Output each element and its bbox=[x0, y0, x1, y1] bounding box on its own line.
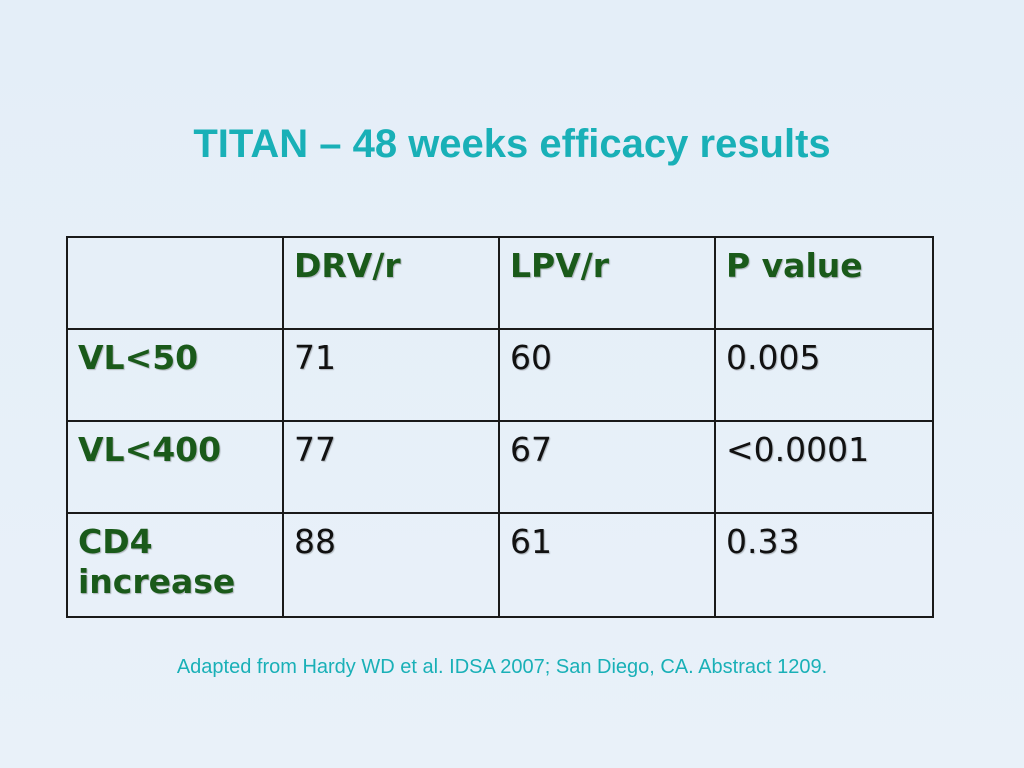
table-header-row: DRV/r LPV/r P value bbox=[66, 236, 934, 330]
header-cell-drv: DRV/r bbox=[282, 236, 500, 330]
row-label: VL<50 bbox=[66, 328, 284, 422]
cell-drv: 88 bbox=[282, 512, 500, 618]
cell-lpv: 60 bbox=[498, 328, 716, 422]
cell-lpv: 61 bbox=[498, 512, 716, 618]
slide-title: TITAN – 48 weeks efficacy results bbox=[193, 122, 831, 166]
cell-pvalue: 0.33 bbox=[714, 512, 934, 618]
cell-pvalue: 0.005 bbox=[714, 328, 934, 422]
cell-lpv: 67 bbox=[498, 420, 716, 514]
source-footnote: Adapted from Hardy WD et al. IDSA 2007; … bbox=[176, 656, 828, 678]
header-cell-pvalue: P value bbox=[714, 236, 934, 330]
table-row: VL<400 77 67 <0.0001 bbox=[66, 420, 934, 514]
results-table: DRV/r LPV/r P value VL<50 71 60 0.005 VL… bbox=[66, 236, 934, 618]
row-label: CD4 increase bbox=[66, 512, 284, 618]
cell-drv: 77 bbox=[282, 420, 500, 514]
cell-drv: 71 bbox=[282, 328, 500, 422]
table-row: VL<50 71 60 0.005 bbox=[66, 328, 934, 422]
row-label: VL<400 bbox=[66, 420, 284, 514]
header-cell-lpv: LPV/r bbox=[498, 236, 716, 330]
header-cell-empty bbox=[66, 236, 284, 330]
table-row: CD4 increase 88 61 0.33 bbox=[66, 512, 934, 618]
cell-pvalue: <0.0001 bbox=[714, 420, 934, 514]
